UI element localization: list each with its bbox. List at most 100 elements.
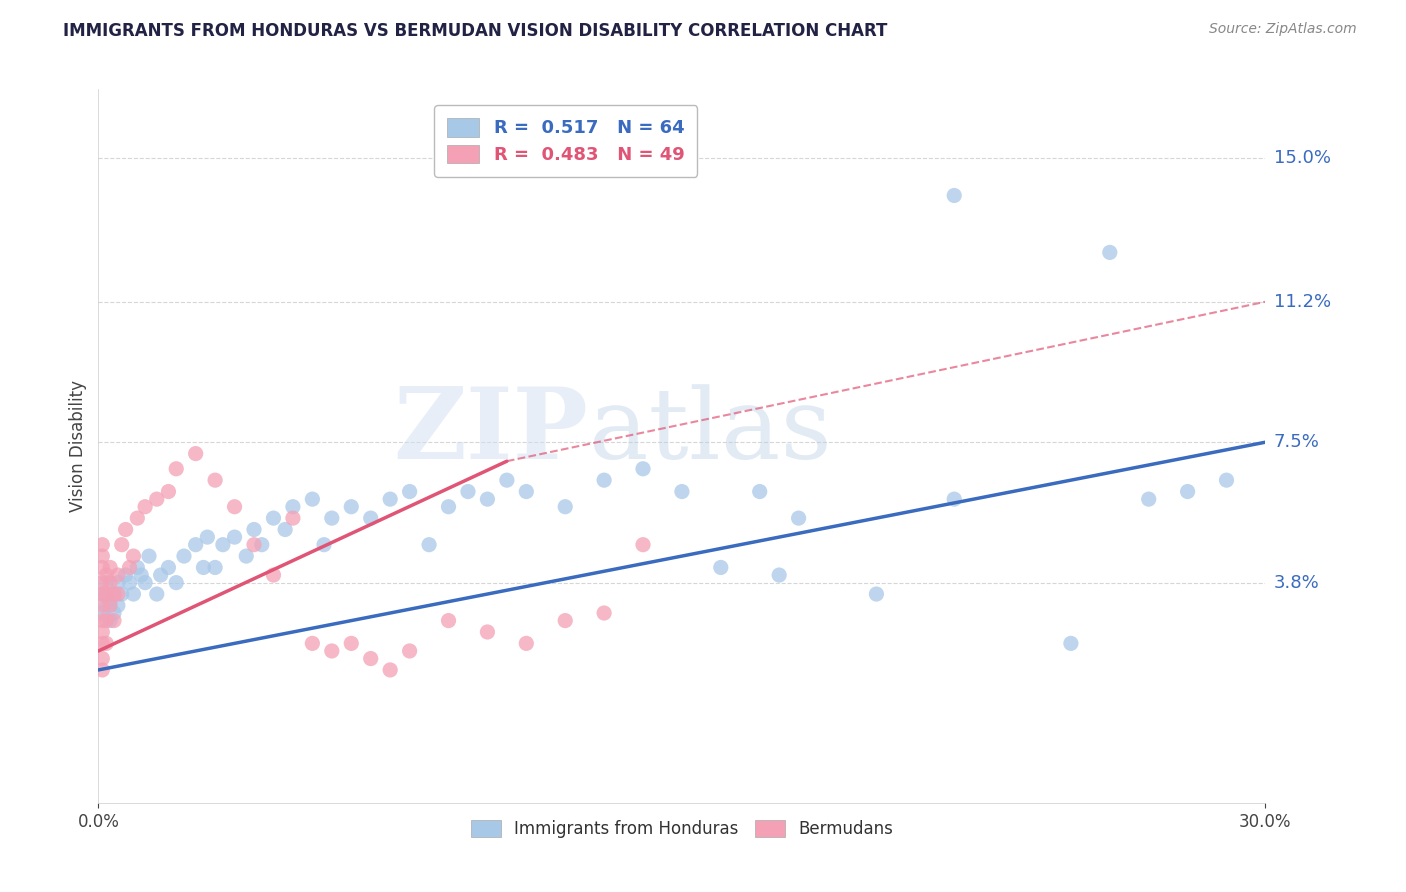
Point	[96, 636, 118, 650]
Point	[398, 484, 420, 499]
Point	[149, 568, 172, 582]
Point	[281, 500, 304, 514]
Point	[437, 500, 460, 514]
Point	[380, 663, 402, 677]
Point	[122, 587, 145, 601]
Point	[321, 511, 343, 525]
Point	[103, 587, 125, 601]
Point	[98, 560, 121, 574]
Point	[204, 473, 226, 487]
Point	[224, 500, 246, 514]
Point	[281, 511, 304, 525]
Y-axis label: Vision Disability: Vision Disability	[69, 380, 87, 512]
Point	[360, 651, 382, 665]
Point	[118, 560, 141, 574]
Point	[157, 484, 180, 499]
Point	[710, 560, 733, 574]
Point	[96, 599, 118, 613]
Point	[103, 587, 125, 601]
Point	[262, 568, 284, 582]
Point	[418, 538, 440, 552]
Point	[274, 523, 297, 537]
Point	[127, 560, 149, 574]
Point	[943, 492, 966, 507]
Point	[321, 644, 343, 658]
Point	[91, 606, 114, 620]
Point	[457, 484, 479, 499]
Point	[671, 484, 693, 499]
Point	[340, 636, 363, 650]
Point	[134, 575, 156, 590]
Point	[748, 484, 770, 499]
Text: Source: ZipAtlas.com: Source: ZipAtlas.com	[1209, 22, 1357, 37]
Text: 7.5%: 7.5%	[1274, 434, 1320, 451]
Point	[118, 575, 141, 590]
Point	[98, 614, 121, 628]
Point	[122, 549, 145, 563]
Point	[1060, 636, 1083, 650]
Point	[98, 599, 121, 613]
Point	[107, 568, 129, 582]
Point	[111, 587, 134, 601]
Point	[129, 568, 152, 582]
Point	[96, 568, 118, 582]
Point	[91, 599, 114, 613]
Point	[91, 663, 114, 677]
Point	[157, 560, 180, 574]
Point	[554, 500, 576, 514]
Point	[103, 606, 125, 620]
Point	[165, 575, 187, 590]
Point	[1177, 484, 1199, 499]
Point	[593, 473, 616, 487]
Text: 15.0%: 15.0%	[1274, 149, 1330, 167]
Point	[243, 523, 266, 537]
Point	[98, 594, 121, 608]
Point	[91, 549, 114, 563]
Point	[301, 492, 323, 507]
Point	[212, 538, 235, 552]
Point	[96, 575, 118, 590]
Text: ZIP: ZIP	[394, 384, 589, 480]
Point	[91, 575, 114, 590]
Point	[111, 538, 134, 552]
Legend: Immigrants from Honduras, Bermudans: Immigrants from Honduras, Bermudans	[464, 813, 900, 845]
Point	[114, 568, 136, 582]
Point	[515, 636, 537, 650]
Point	[593, 606, 616, 620]
Point	[477, 492, 499, 507]
Point	[554, 614, 576, 628]
Point	[437, 614, 460, 628]
Point	[477, 625, 499, 640]
Point	[262, 511, 284, 525]
Point	[380, 492, 402, 507]
Point	[98, 575, 121, 590]
Point	[243, 538, 266, 552]
Point	[91, 636, 114, 650]
Point	[91, 538, 114, 552]
Text: atlas: atlas	[589, 384, 831, 480]
Point	[184, 447, 207, 461]
Point	[1137, 492, 1160, 507]
Point	[146, 587, 169, 601]
Point	[943, 188, 966, 202]
Point	[107, 599, 129, 613]
Point	[204, 560, 226, 574]
Point	[193, 560, 215, 574]
Point	[787, 511, 810, 525]
Point	[96, 614, 118, 628]
Point	[235, 549, 257, 563]
Point	[195, 530, 218, 544]
Point	[173, 549, 195, 563]
Point	[865, 587, 887, 601]
Point	[631, 538, 654, 552]
Point	[631, 462, 654, 476]
Point	[768, 568, 790, 582]
Text: IMMIGRANTS FROM HONDURAS VS BERMUDAN VISION DISABILITY CORRELATION CHART: IMMIGRANTS FROM HONDURAS VS BERMUDAN VIS…	[63, 22, 887, 40]
Point	[312, 538, 335, 552]
Point	[91, 587, 114, 601]
Point	[165, 462, 187, 476]
Point	[496, 473, 519, 487]
Point	[1098, 245, 1121, 260]
Point	[360, 511, 382, 525]
Text: 3.8%: 3.8%	[1274, 574, 1319, 591]
